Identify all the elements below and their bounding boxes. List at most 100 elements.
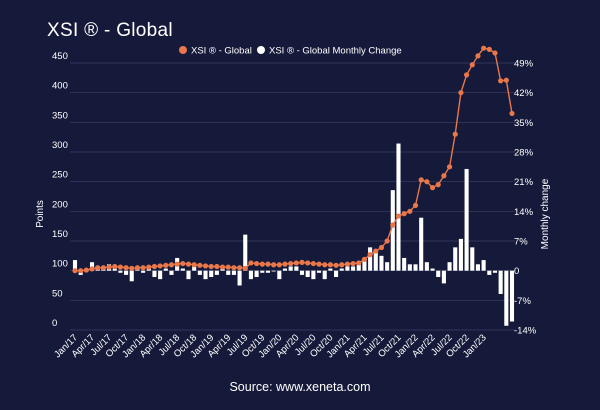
xsi-point (378, 244, 385, 251)
xsi-point (316, 261, 322, 267)
xsi-point (293, 260, 299, 266)
monthly-change-bar (487, 270, 492, 275)
monthly-change-bar (254, 270, 259, 278)
left-tick-label: 450 (52, 51, 68, 62)
xsi-point (322, 262, 328, 268)
monthly-change-bar (504, 270, 509, 326)
monthly-change-bar (197, 270, 202, 275)
xsi-point (509, 110, 515, 117)
right-tick-label: 0 (514, 266, 519, 277)
monthly-change-bar (118, 270, 123, 273)
xsi-point (452, 131, 458, 137)
monthly-change-bar (169, 270, 174, 275)
monthly-change-bar (203, 270, 208, 280)
xsi-point (344, 261, 351, 267)
xsi-point (390, 222, 396, 228)
xsi-point (412, 202, 419, 208)
xsi-point (418, 177, 424, 183)
monthly-change-bar (192, 266, 197, 271)
monthly-change-bar (419, 217, 424, 271)
xsi-point (350, 260, 356, 267)
right-tick-label: 28% (514, 148, 534, 159)
xsi-point (429, 185, 436, 191)
xsi-point (72, 268, 78, 274)
monthly-change-bar (356, 264, 361, 271)
xsi-point (202, 263, 209, 269)
xsi-point (498, 78, 504, 84)
xsi-point (276, 262, 282, 268)
xsi-point (219, 264, 226, 270)
xsi-point (225, 264, 231, 270)
monthly-change-bar (481, 260, 486, 271)
monthly-change-bar (339, 268, 344, 271)
monthly-change-bar (351, 266, 356, 271)
xsi-point (123, 265, 129, 271)
xsi-point (129, 265, 135, 271)
monthly-change-bar (424, 262, 429, 271)
monthly-change-bar (265, 270, 271, 273)
monthly-change-bar (271, 270, 276, 272)
xsi-point (191, 262, 197, 268)
monthly-change-bar (447, 262, 452, 271)
left-tick-label: 300 (52, 140, 68, 151)
monthly-change-bar (129, 270, 134, 282)
monthly-change-bar (470, 247, 475, 271)
monthly-change-bar (112, 268, 117, 271)
monthly-change-bar (362, 257, 367, 271)
monthly-change-bar (158, 270, 163, 280)
monthly-change-bar (464, 168, 469, 271)
monthly-change-bar (260, 270, 265, 273)
xsi-point (333, 262, 339, 268)
monthly-change-bar (322, 270, 327, 280)
monthly-change-bar (231, 270, 236, 275)
monthly-change-bar (407, 264, 412, 271)
xsi-point (384, 238, 390, 244)
xsi-point (157, 263, 163, 269)
monthly-change-bar (385, 262, 390, 271)
left-axis-title: Points (35, 200, 46, 228)
monthly-change-bar (186, 270, 191, 280)
xsi-point (168, 262, 175, 268)
monthly-change-bar (237, 270, 242, 286)
xsi-point (361, 256, 368, 262)
monthly-change-bar (124, 270, 129, 275)
xsi-point (265, 261, 271, 267)
monthly-change-bar (475, 264, 480, 271)
xsi-point (254, 260, 260, 267)
monthly-change-bar (368, 247, 373, 271)
monthly-change-bar (436, 270, 441, 278)
xsi-point (299, 259, 305, 265)
xsi-point (441, 173, 447, 179)
xsi-point (100, 265, 106, 271)
monthly-change-bar (163, 268, 168, 271)
xsi-point (140, 265, 146, 271)
left-tick-label: 200 (52, 199, 68, 210)
monthly-change-bar (209, 270, 214, 278)
monthly-change-bar (282, 268, 288, 271)
left-tick-label: 350 (52, 110, 68, 121)
monthly-change-bar (243, 234, 248, 271)
xsi-point (282, 261, 288, 267)
xsi-point (83, 267, 89, 273)
xsi-point (106, 264, 112, 270)
monthly-change-bar (498, 270, 503, 294)
xsi-point (231, 265, 237, 271)
monthly-change-bar (152, 270, 157, 278)
xsi-point (185, 261, 192, 267)
right-tick-label: 35% (514, 118, 534, 129)
xsi-point (163, 262, 169, 268)
monthly-change-bar (180, 268, 185, 271)
monthly-change-bar (226, 270, 231, 275)
left-tick-label: 400 (52, 81, 68, 92)
xsi-point (180, 260, 186, 267)
right-tick-label: -14% (514, 326, 537, 337)
xsi-point (288, 260, 294, 267)
xsi-point (435, 182, 441, 188)
right-tick-label: 14% (514, 207, 534, 218)
xsi-point (486, 46, 492, 52)
legend-swatch-index (179, 46, 187, 54)
axes: 0 50 100 150 200 250 300 350 400 450 -14% -7% 0 7% 14%… (35, 51, 551, 360)
xsi-point (208, 263, 214, 270)
xsi-point (446, 164, 453, 170)
right-tick-label: 49% (514, 59, 534, 70)
